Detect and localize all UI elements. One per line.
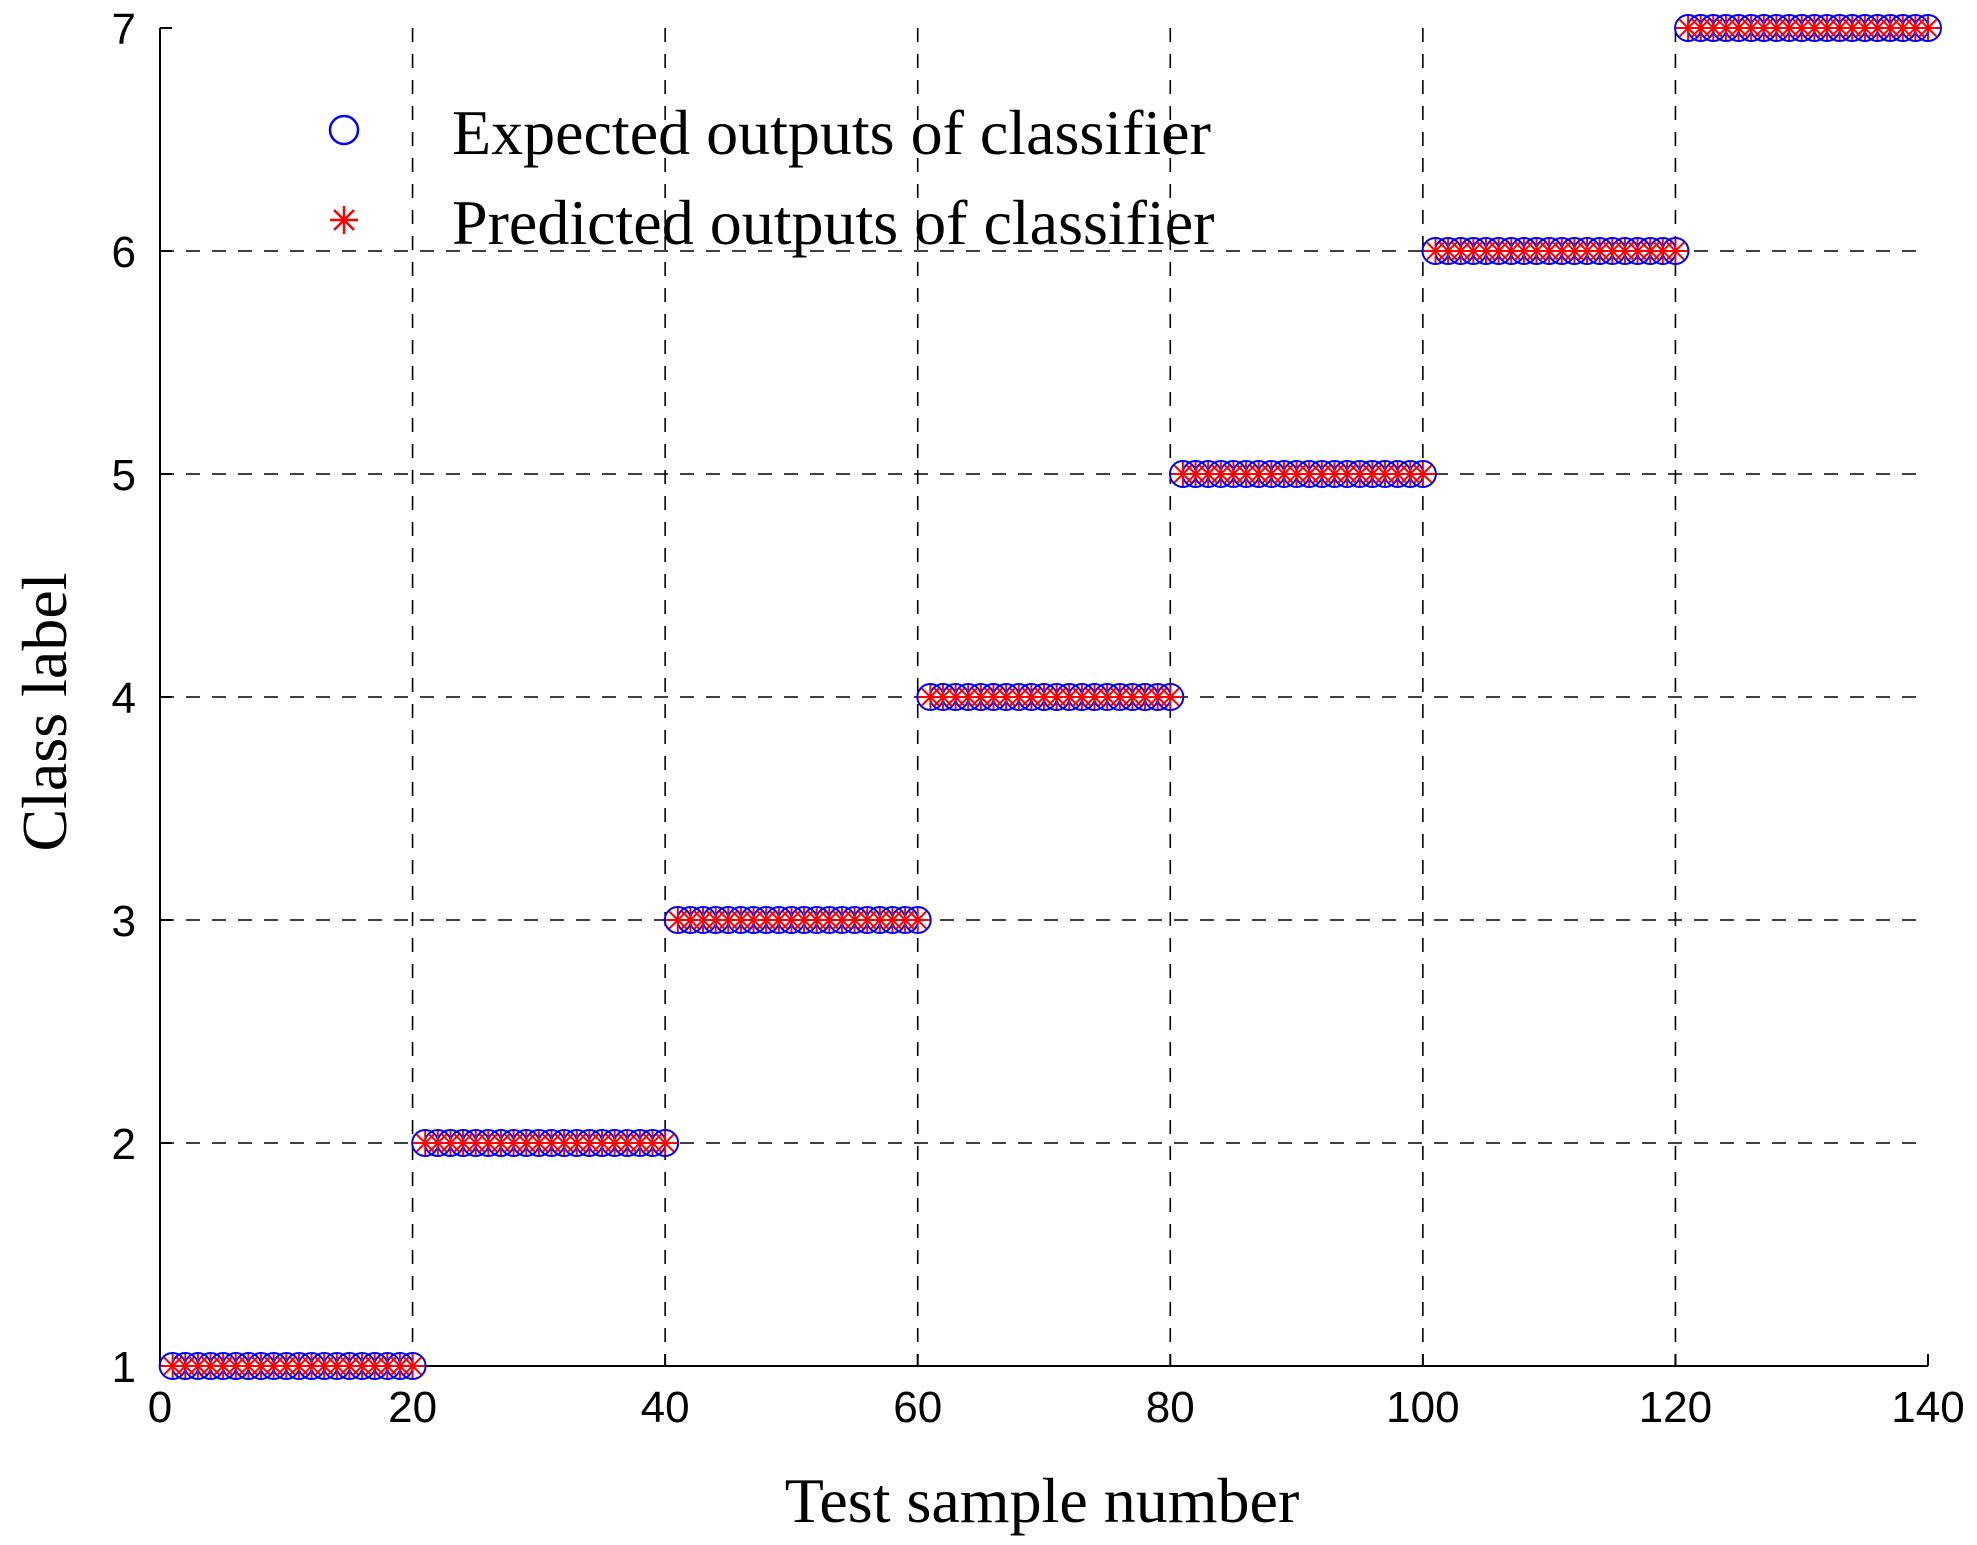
- legend-circle-marker: [328, 114, 360, 146]
- x-tick-label: 100: [1386, 1383, 1459, 1432]
- predicted-point: [653, 1131, 678, 1155]
- predicted-point: [1158, 685, 1183, 709]
- x-tick-label: 80: [1146, 1383, 1195, 1432]
- x-tick-label: 40: [641, 1383, 690, 1432]
- predicted-point: [1663, 239, 1688, 263]
- x-tick-label: 60: [893, 1383, 942, 1432]
- y-axis-title: Class label: [9, 572, 80, 851]
- legend-label-predicted: Predicted outputs of classifier: [452, 187, 1214, 258]
- data-marks: [158, 14, 1942, 1380]
- y-tick-label: 6: [112, 228, 136, 277]
- y-tick-label: 2: [112, 1120, 136, 1169]
- y-tick-label: 7: [112, 5, 136, 54]
- y-tick-label: 4: [112, 674, 136, 723]
- legend: Expected outputs of classifier Predicted…: [328, 97, 1214, 258]
- axes: [159, 27, 1929, 1367]
- legend-asterisk-marker: [330, 206, 358, 234]
- x-tick-label: 140: [1891, 1383, 1964, 1432]
- x-tick-label: 120: [1639, 1383, 1712, 1432]
- y-tick-label: 3: [112, 897, 136, 946]
- predicted-point: [1916, 16, 1940, 40]
- x-tick-label: 20: [388, 1383, 437, 1432]
- predicted-point: [905, 908, 930, 932]
- tick-labels: 0 20 40 60 80 100 120 140 1 2 3 4 5 6 7: [112, 5, 1965, 1432]
- legend-label-expected: Expected outputs of classifier: [452, 97, 1211, 168]
- x-axis-title: Test sample number: [785, 1465, 1300, 1536]
- predicted-point: [552, 1131, 577, 1155]
- y-tick-label: 5: [112, 451, 136, 500]
- predicted-point: [1410, 462, 1435, 486]
- predicted-point: [400, 1354, 425, 1378]
- x-tick-label: 0: [148, 1383, 172, 1432]
- y-tick-label: 1: [112, 1343, 136, 1392]
